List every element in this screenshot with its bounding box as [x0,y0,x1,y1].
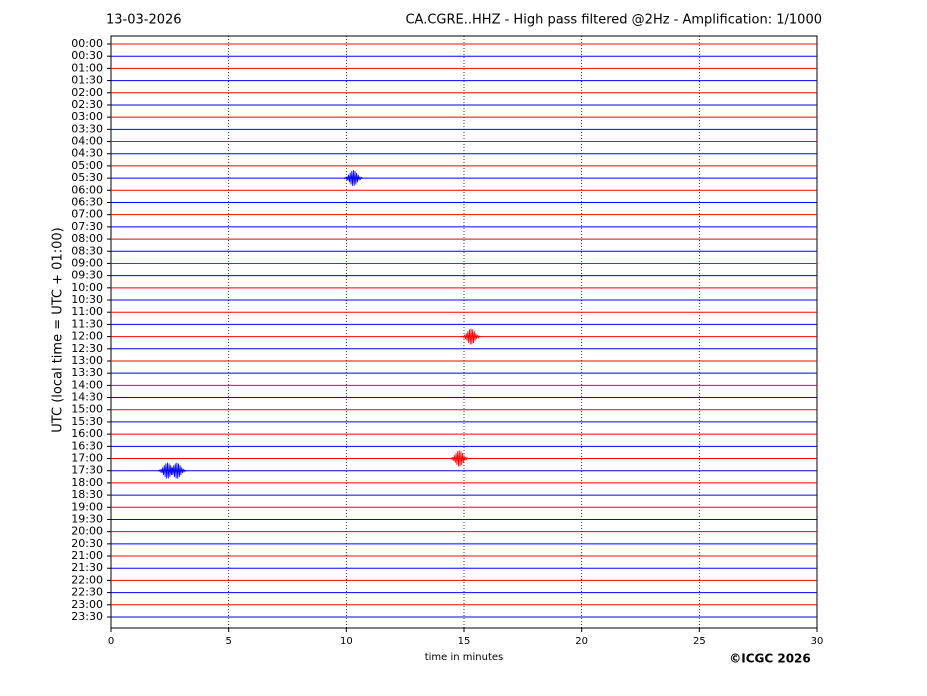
y-tick-label: 03:30 [71,122,103,135]
y-tick-label: 10:30 [71,293,103,306]
y-tick-label: 22:30 [71,586,103,599]
y-tick-label: 02:00 [71,86,103,99]
y-tick-label: 17:30 [71,464,103,477]
event-burst [449,450,470,467]
y-tick-label: 03:00 [71,110,103,123]
y-tick-label: 10:00 [71,281,103,294]
y-tick-label: 21:00 [71,549,103,562]
y-tick-label: 02:30 [71,98,103,111]
y-tick-label: 11:30 [71,317,103,330]
y-tick-label: 08:00 [71,232,103,245]
y-tick-label: 00:30 [71,49,103,62]
x-tick-label: 25 [693,636,706,647]
y-tick-label: 08:30 [71,244,103,257]
event-burst [461,328,481,345]
x-tick-label: 0 [108,636,114,647]
y-tick-label: 23:00 [71,598,103,611]
y-tick-label: 00:00 [71,37,103,50]
y-tick-label: 23:30 [71,610,103,623]
event-burst [167,462,187,479]
x-tick-label: 30 [811,636,824,647]
y-tick-label: 06:30 [71,195,103,208]
y-tick-label: 14:30 [71,391,103,404]
y-tick-label: 20:30 [71,537,103,550]
y-tick-label: 19:00 [71,500,103,513]
y-tick-label: 09:00 [71,256,103,269]
y-tick-label: 04:00 [71,135,103,148]
y-tick-label: 13:00 [71,354,103,367]
event-burst [343,170,364,186]
y-tick-label: 04:30 [71,147,103,160]
y-tick-label: 13:30 [71,366,103,379]
y-tick-label: 12:00 [71,330,103,343]
y-tick-label: 17:00 [71,452,103,465]
y-tick-label: 11:00 [71,305,103,318]
y-tick-label: 22:00 [71,573,103,586]
x-tick-label: 10 [340,636,353,647]
y-tick-label: 21:30 [71,561,103,574]
y-tick-label: 18:30 [71,488,103,501]
y-tick-label: 18:00 [71,476,103,489]
y-tick-label: 05:30 [71,171,103,184]
chart-title: CA.CGRE..HHZ - High pass filtered @2Hz -… [405,13,822,28]
y-tick-label: 19:30 [71,512,103,525]
plot-frame [110,35,818,629]
y-tick-label: 16:30 [71,439,103,452]
x-tick-label: 20 [575,636,588,647]
x-axis-label: time in minutes [425,652,504,663]
y-tick-label: 14:00 [71,378,103,391]
credit: ©ICGC 2026 [729,652,811,666]
y-tick-label: 15:00 [71,403,103,416]
x-tick-label: 15 [458,636,471,647]
x-tick-label: 5 [225,636,231,647]
y-tick-label: 15:30 [71,415,103,428]
y-tick-label: 16:00 [71,427,103,440]
y-tick-label: 07:00 [71,208,103,221]
y-tick-label: 09:30 [71,269,103,282]
y-tick-label: 01:00 [71,61,103,74]
y-tick-label: 07:30 [71,220,103,233]
y-tick-label: 06:00 [71,183,103,196]
date: 13-03-2026 [106,13,182,28]
y-tick-label: 20:00 [71,525,103,538]
y-tick-label: 05:00 [71,159,103,172]
y-tick-label: 12:30 [71,342,103,355]
y-axis-label: UTC (local time = UTC + 01:00) [51,227,66,432]
y-tick-label: 01:30 [71,74,103,87]
